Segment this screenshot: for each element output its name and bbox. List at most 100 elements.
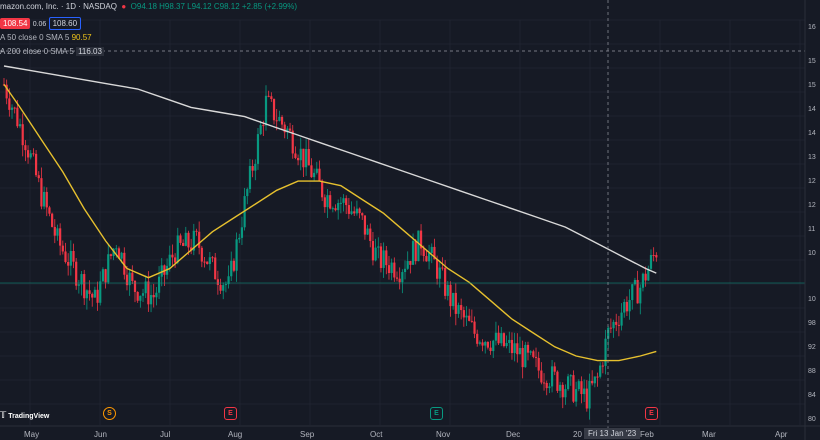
candle-body: [323, 197, 326, 208]
candle-body: [596, 376, 599, 378]
candle-body: [532, 351, 535, 357]
candle-body: [48, 207, 51, 214]
candle-body: [393, 262, 396, 278]
candle-body: [575, 389, 578, 402]
candle-body: [37, 175, 40, 179]
candle-body: [251, 166, 254, 171]
candle-body: [34, 153, 38, 176]
candle-body: [518, 347, 522, 355]
candle-body: [216, 279, 219, 285]
candle-body: [200, 247, 203, 262]
candle-body: [401, 272, 404, 283]
candle-body: [147, 281, 150, 305]
candle-body: [561, 384, 564, 398]
candle-body: [377, 246, 380, 248]
candle-body: [548, 386, 551, 389]
candle-body: [16, 107, 19, 127]
candle-body: [195, 230, 198, 232]
candle-body: [43, 191, 46, 207]
candle-body: [398, 278, 401, 283]
x-label-jul: Jul: [160, 430, 171, 439]
candle-body: [339, 202, 342, 204]
candle-body: [174, 257, 177, 263]
candle-body: [470, 320, 473, 322]
candle-body: [425, 256, 428, 262]
earnings-marker-e-2[interactable]: E: [430, 407, 443, 420]
candle-body: [24, 145, 27, 151]
candle-body: [222, 285, 225, 291]
candle-body: [59, 228, 62, 246]
candle-body: [454, 292, 457, 314]
legend-sma200-row[interactable]: A 200 close 0 SMA 5 116.03: [0, 47, 104, 56]
candle-body: [337, 203, 340, 211]
candle-body: [326, 195, 329, 208]
candle-body: [636, 279, 639, 304]
candle-body: [262, 125, 265, 127]
candle-body: [655, 255, 658, 258]
candle-body: [259, 125, 262, 135]
y-label: 13: [808, 154, 816, 161]
candle-body: [179, 235, 182, 243]
candle-body: [10, 107, 14, 110]
candle-body: [40, 178, 43, 207]
visibility-icon[interactable]: ●: [121, 2, 127, 11]
sma50-label: A 50 close 0 SMA 5: [0, 33, 70, 42]
candle-body: [75, 261, 78, 286]
sma200-value: 116.03: [76, 47, 104, 56]
candle-body: [171, 254, 174, 258]
candle-body: [481, 342, 484, 346]
candle-body: [347, 205, 350, 214]
candle-body: [497, 332, 500, 344]
candle-body: [620, 312, 623, 326]
y-label: 80: [808, 416, 816, 423]
legend-sma50-row[interactable]: A 50 close 0 SMA 5 90.57: [0, 33, 92, 42]
candle-body: [366, 228, 369, 235]
candle-body: [123, 252, 126, 275]
y-label: 92: [808, 344, 816, 351]
dividend-marker-s[interactable]: S: [103, 407, 116, 420]
earnings-marker-e[interactable]: E: [224, 407, 237, 420]
candle-body: [280, 116, 284, 125]
candle-body: [99, 281, 102, 303]
candle-body: [13, 107, 16, 109]
candle-body: [510, 339, 514, 354]
candle-body: [625, 301, 629, 312]
candle-body: [278, 116, 281, 121]
candle-body: [382, 250, 385, 268]
candle-body: [176, 235, 179, 263]
candle-body: [508, 339, 511, 343]
candle-body: [617, 324, 620, 326]
tradingview-logo: 𝕋 TradingView: [0, 410, 50, 420]
candle-body: [387, 265, 391, 274]
sell-price-box[interactable]: 108.54: [0, 18, 31, 29]
candle-body: [446, 284, 449, 296]
candle-body: [51, 213, 54, 227]
candle-body: [85, 290, 88, 299]
earnings-marker-e-3[interactable]: E: [645, 407, 658, 420]
candle-body: [604, 338, 607, 366]
candle-body: [83, 274, 86, 299]
candle-body: [430, 246, 433, 253]
candle-body: [631, 284, 634, 301]
candle-body: [208, 257, 211, 264]
candle-body: [355, 208, 358, 214]
candle-body: [69, 250, 72, 266]
candle-body: [248, 166, 252, 190]
x-label-oct: Oct: [370, 430, 383, 439]
sma200-label: A 200 close 0 SMA 5: [0, 47, 74, 56]
candle-body: [272, 99, 276, 121]
candle-body: [545, 382, 548, 389]
x-label-aug: Aug: [228, 430, 243, 439]
buy-price-box[interactable]: 108.60: [48, 17, 82, 30]
candle-body: [593, 376, 596, 384]
candle-body: [652, 255, 655, 257]
candle-body: [564, 389, 567, 398]
candle-body: [540, 370, 543, 383]
candle-body: [88, 290, 91, 294]
candle-body: [53, 226, 56, 236]
candle-body: [572, 375, 575, 402]
candle-body: [120, 252, 123, 259]
candle-body: [101, 269, 105, 282]
candle-body: [256, 134, 260, 164]
